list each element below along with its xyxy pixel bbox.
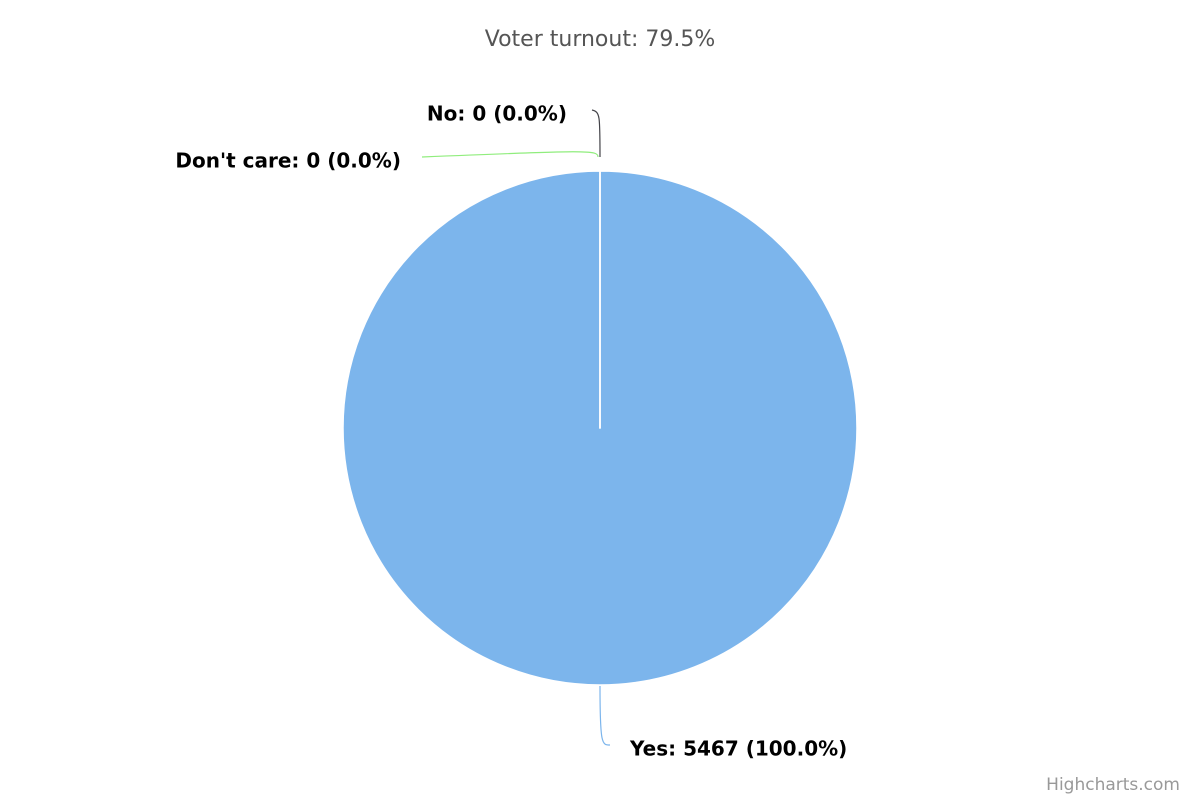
credits[interactable]: Highcharts.com: [1046, 775, 1180, 795]
chart-title: Voter turnout: 79.5%: [485, 27, 716, 52]
connector: [591, 109, 601, 158]
connector: [599, 685, 611, 746]
connector: [421, 151, 599, 158]
data-label: Yes: 5467 (100.0%): [629, 737, 847, 761]
data-label: Don't care: 0 (0.0%): [175, 149, 401, 173]
data-label: No: 0 (0.0%): [427, 102, 567, 126]
